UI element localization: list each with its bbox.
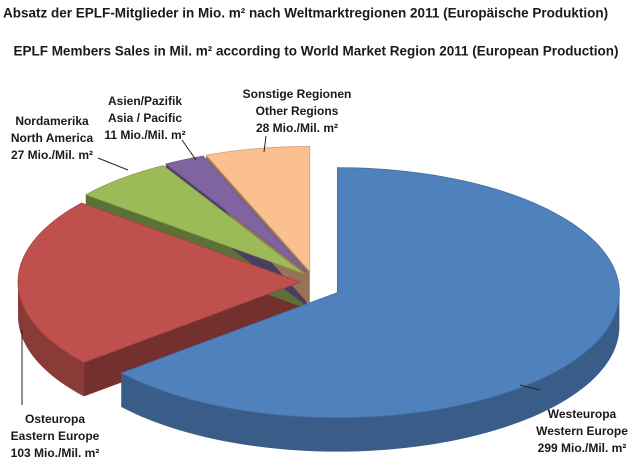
slice-label: Nordamerika bbox=[15, 114, 89, 128]
value-label: 28 Mio./Mil. m² bbox=[256, 121, 338, 135]
value-label: 27 Mio./Mil. m² bbox=[11, 148, 93, 162]
slice-label: Osteuropa bbox=[25, 412, 85, 426]
slice-wall bbox=[18, 282, 84, 397]
value-label: 299 Mio./Mil. m² bbox=[538, 441, 627, 455]
pie-slice bbox=[205, 145, 311, 273]
leader-line bbox=[181, 139, 197, 161]
slice-label-en: Eastern Europe bbox=[11, 429, 100, 443]
slice-label: Asien/Pazifik bbox=[108, 94, 182, 108]
pie-slice bbox=[84, 165, 305, 275]
value-label: 11 Mio./Mil. m² bbox=[104, 128, 185, 142]
chart-title: Absatz der EPLF-Mitglieder in Mio. m² na… bbox=[3, 6, 608, 21]
slice-label-en: Western Europe bbox=[536, 424, 628, 438]
pie-slice bbox=[120, 167, 620, 419]
leader-line bbox=[263, 135, 267, 153]
leader-line bbox=[97, 157, 129, 171]
slice-label: Westeuropa bbox=[548, 407, 617, 421]
pie-slice bbox=[17, 202, 302, 363]
pie-slice bbox=[164, 155, 308, 273]
slice-label-en: Other Regions bbox=[256, 104, 339, 118]
chart-subtitle: EPLF Members Sales in Mil. m² according … bbox=[13, 44, 618, 59]
slice-label: Sonstige Regionen bbox=[243, 87, 352, 101]
leader-line bbox=[519, 384, 541, 391]
value-label: 103 Mio./Mil. m² bbox=[11, 446, 100, 460]
slice-wall bbox=[121, 292, 620, 452]
slice-label-en: Asia / Pacific bbox=[108, 111, 182, 125]
slice-label-en: North America bbox=[11, 131, 94, 145]
